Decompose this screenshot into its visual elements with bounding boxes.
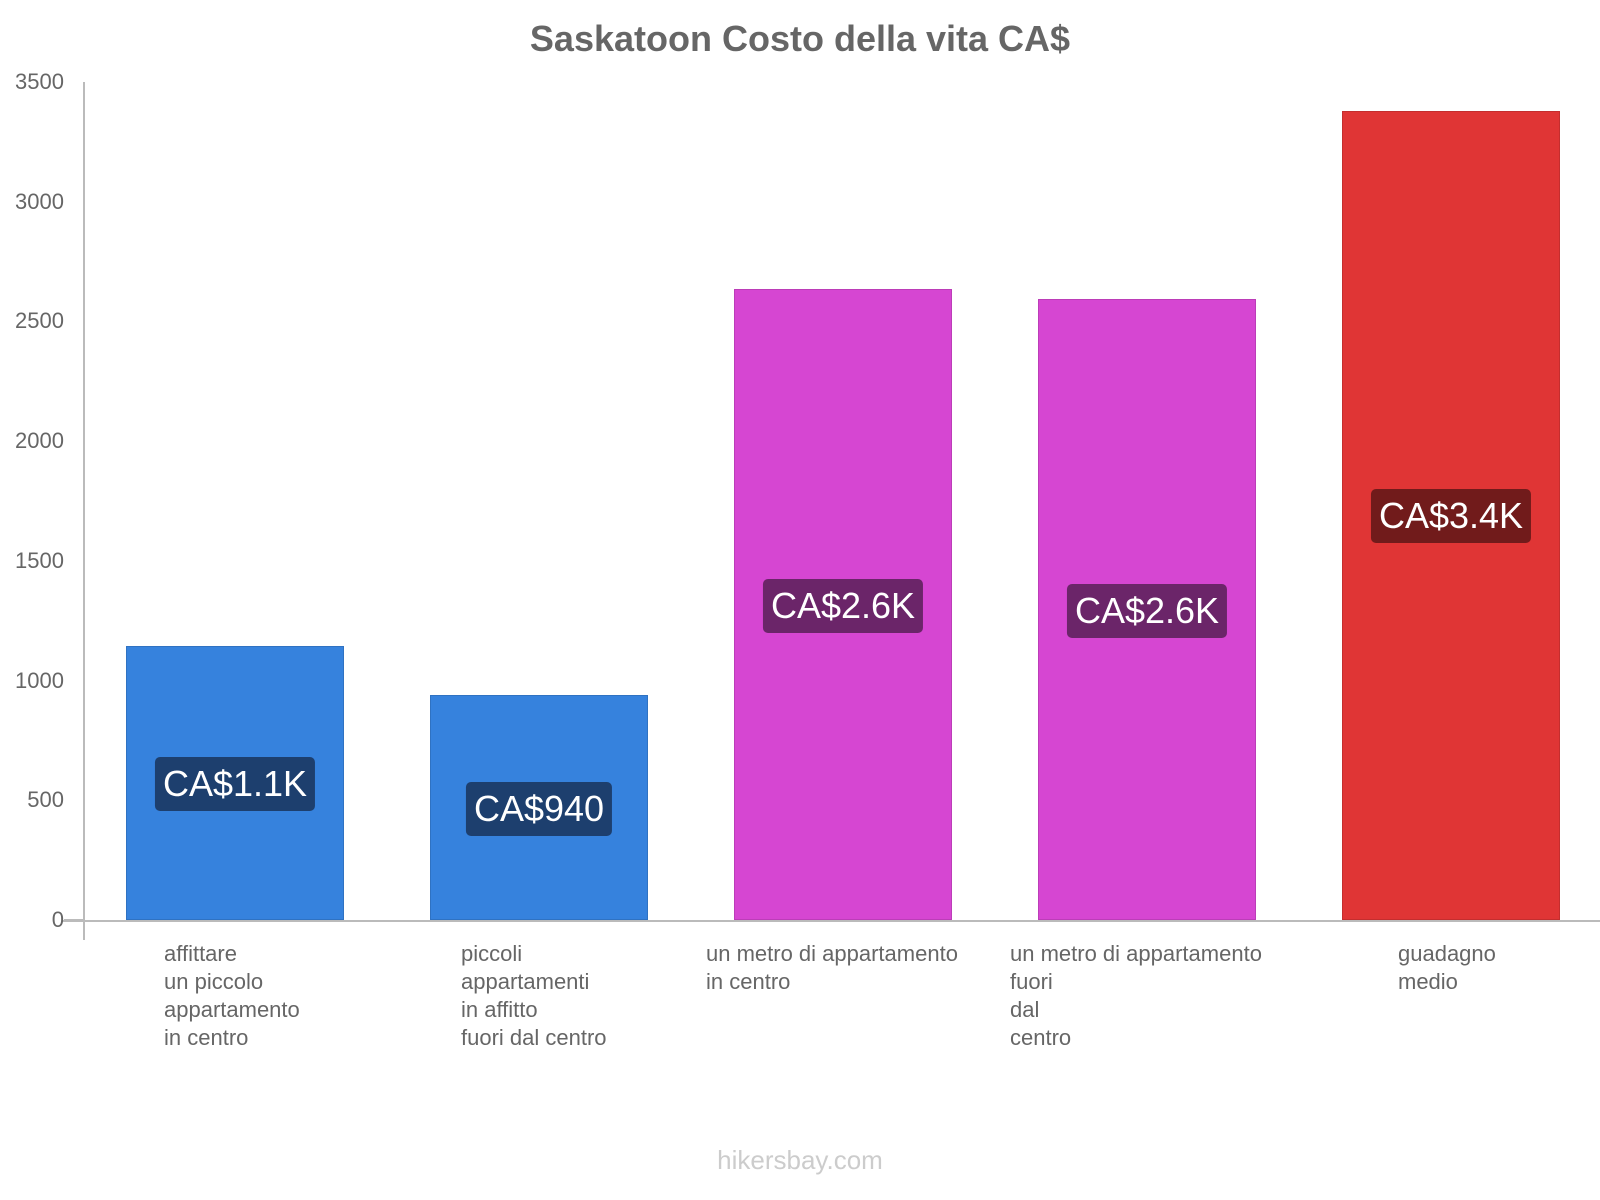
y-tick-label: 1500 [15,547,64,573]
y-axis-line [83,82,85,940]
y-tick-label: 500 [27,787,64,813]
bar-value-label: CA$3.4K [1370,489,1532,544]
x-tick-label: guadagno medio [1398,941,1496,994]
y-tick-label: 3000 [15,188,64,214]
bar[interactable]: CA$940 [430,695,648,920]
x-axis-line [62,920,1600,922]
y-tick-label: 3500 [15,69,64,94]
bar-value-label: CA$1.1K [154,757,316,812]
watermark: hikersbay.com [717,1145,883,1175]
bar[interactable]: CA$2.6K [1038,299,1256,920]
y-tick-label: 1000 [15,667,64,693]
x-tick-label: affittare un piccolo appartamento in cen… [164,941,300,1050]
bar[interactable]: CA$1.1K [126,646,344,920]
y-tick-label: 2500 [15,308,64,334]
y-tick-mark [64,919,84,921]
bar-value-label: CA$940 [465,781,613,836]
y-tick-label: 0 [51,907,64,932]
x-tick-label: un metro di appartamento in centro [706,941,958,994]
bar[interactable]: CA$3.4K [1342,110,1560,920]
bar-value-label: CA$2.6K [1066,583,1228,638]
bar-value-label: CA$2.6K [762,578,924,633]
x-tick-label: piccoli appartamenti in affitto fuori da… [461,941,607,1050]
bar[interactable]: CA$2.6K [734,289,952,920]
chart-title: Saskatoon Costo della vita CA$ [529,18,1071,59]
x-tick-label: un metro di appartamento fuori dal centr… [1010,941,1262,1050]
y-tick-label: 2000 [15,428,64,454]
